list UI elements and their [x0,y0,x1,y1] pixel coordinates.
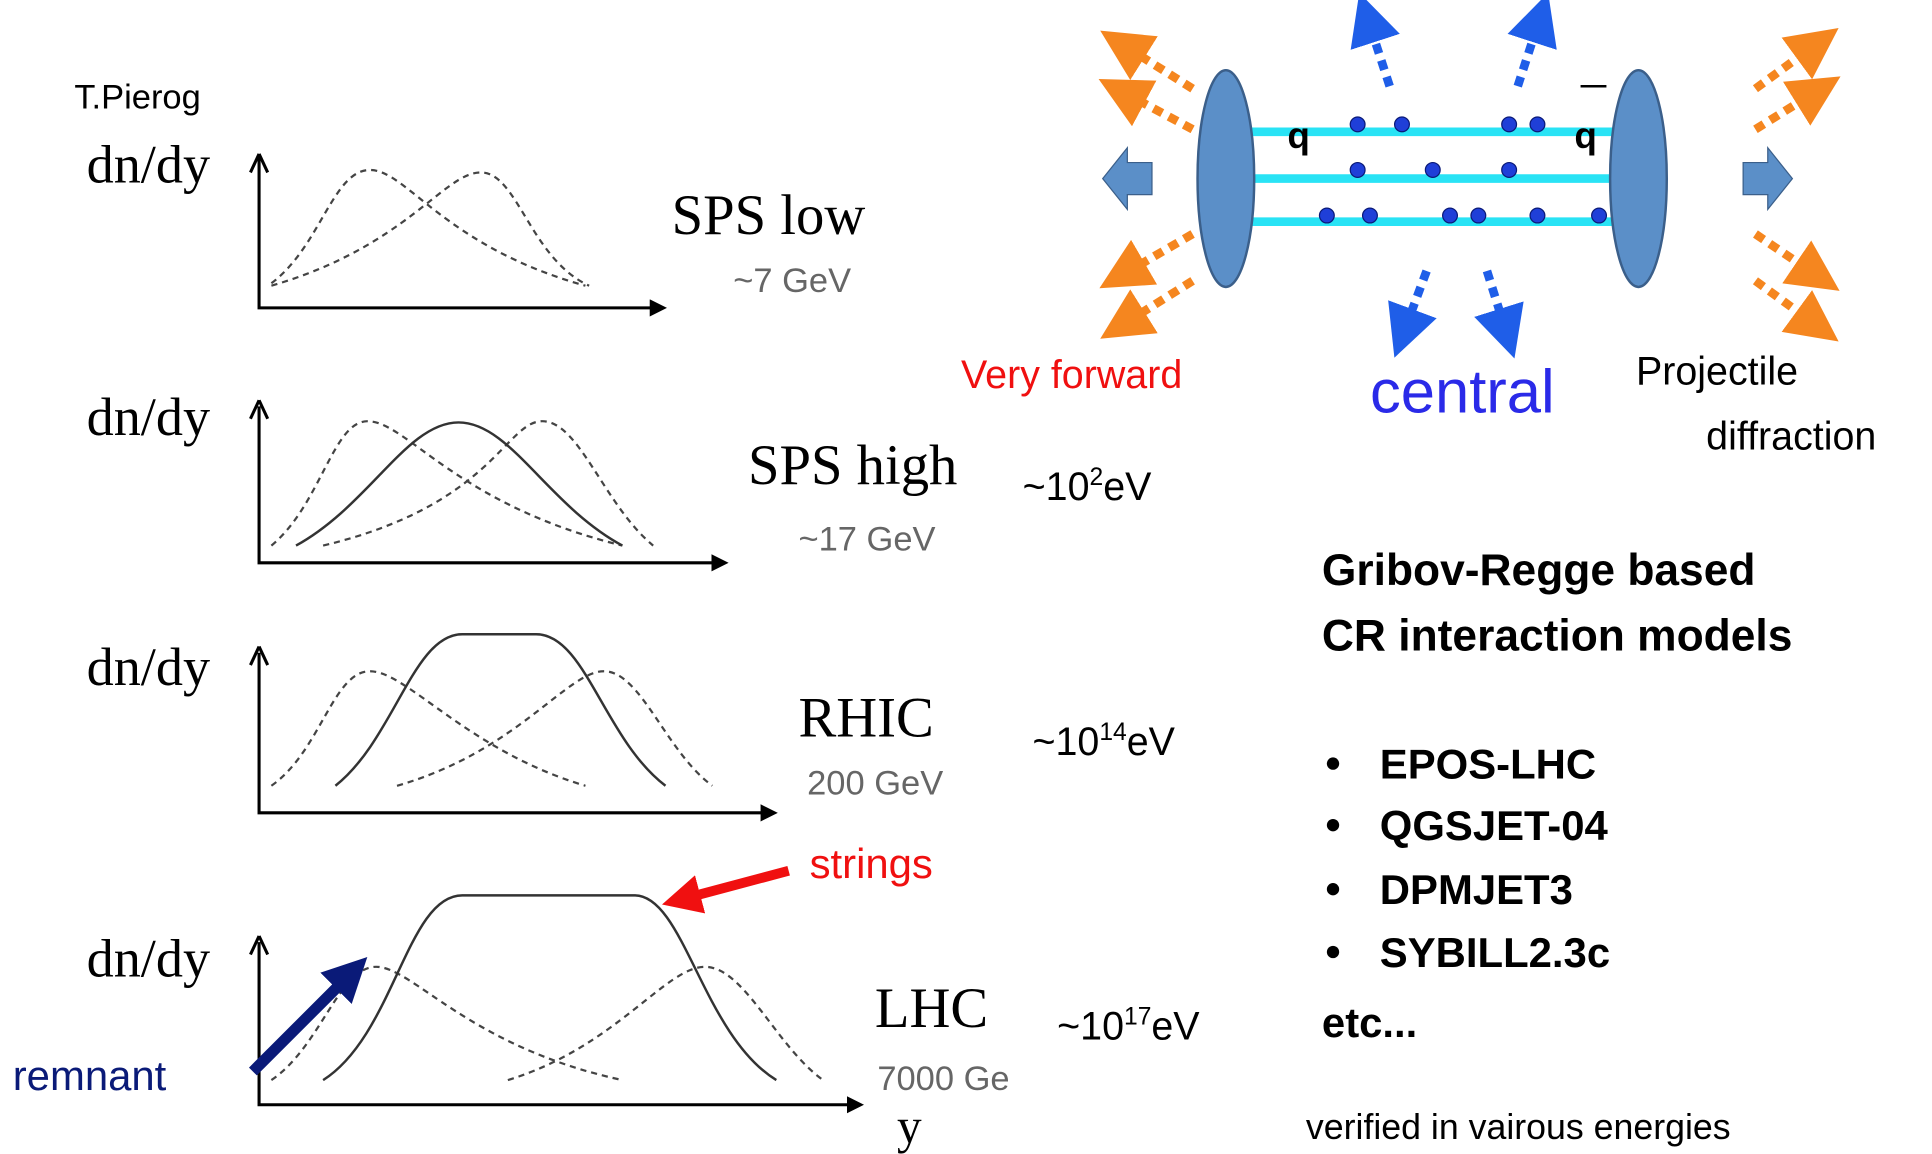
forward-arrow [1755,55,1801,88]
curve [271,967,622,1080]
cr-energy: ~102eV [1023,464,1152,509]
model: DPMJET3 [1380,866,1573,913]
big-arrow [1743,148,1792,210]
curve [271,172,589,285]
panel-name: RHIC [799,687,934,749]
model: SYBILL2.3c [1380,929,1610,976]
panel: dn/dy SPS low ~7 GeV [87,134,866,308]
bullet [1327,819,1339,831]
y-label: dn/dy [87,134,210,194]
cr-energy: ~1014eV [1033,719,1176,764]
collision-diagram: q q Very forward central Projectile diff… [961,37,1876,459]
big-arrow [1103,148,1152,210]
bullet [1327,883,1339,895]
strings-label: strings [810,840,933,887]
central-arrow [1374,37,1390,86]
nucleon [1610,70,1667,287]
panel: dn/dy RHIC 200 GeV ~1014eV [87,634,1176,813]
y-label: dn/dy [87,929,210,989]
antiquark: q [1574,115,1597,156]
slide: T.Pierog dn/dy SPS low ~7 GeV dn/dy SPS … [0,0,1932,1154]
forward-arrow [1140,101,1193,129]
axes [259,653,764,813]
forward-arrow [1140,281,1193,314]
cr-energy: ~1017eV [1057,1004,1200,1049]
unit: eV [1127,720,1176,764]
curve [323,895,776,1080]
curve [397,671,712,786]
axes [259,154,653,308]
heading: CR interaction models [1322,611,1792,660]
central-arrow [1518,37,1534,86]
central-arrow [1411,271,1427,314]
axes [259,942,850,1105]
etc: etc... [1322,999,1417,1046]
exponent: 17 [1124,1004,1151,1031]
base: ~10 [1033,720,1100,764]
note: verified in vairous energies [1306,1107,1731,1147]
models: Gribov-Regge based CR interaction models… [1306,546,1792,1147]
forward-arrow [1755,101,1801,129]
forward-arrow [1140,234,1193,265]
energy: ~17 GeV [799,521,936,559]
heading: Gribov-Regge based [1322,546,1756,595]
strings-arrow [696,871,788,896]
y-label: dn/dy [87,637,210,697]
central-label: central [1370,358,1555,427]
curve [508,967,823,1080]
remnant-arrow [253,985,339,1071]
diffraction-label: Projectile [1636,349,1798,393]
very-forward-label: Very forward [961,353,1182,397]
page: T.Pierog dn/dy SPS low ~7 GeV dn/dy SPS … [0,0,1932,1154]
unit: eV [1103,465,1152,509]
remnant-label: remnant [13,1052,167,1099]
forward-arrow [1755,234,1801,265]
base: ~10 [1057,1004,1124,1048]
energy: 200 GeV [807,764,943,802]
forward-arrow [1140,55,1193,88]
x-label: y [897,1099,922,1154]
central-arrow [1487,271,1501,314]
author: T.Pierog [74,78,200,116]
curve [335,634,665,785]
quark: q [1287,115,1310,156]
exponent: 14 [1099,719,1126,746]
unit: eV [1151,1004,1200,1048]
forward-arrow [1755,281,1801,314]
energy: ~7 GeV [733,262,851,300]
curve [271,671,585,786]
model: EPOS-LHC [1380,740,1596,787]
nucleon [1198,70,1255,287]
diffraction-label: diffraction [1706,415,1876,459]
curve [296,422,622,545]
panel-name: LHC [875,978,988,1040]
bullet [1327,946,1339,958]
model: QGSJET-04 [1380,802,1609,849]
base: ~10 [1023,465,1090,509]
y-label: dn/dy [87,387,210,447]
panel: dn/dy SPS high ~17 GeV ~102eV [87,387,1152,563]
energy: 7000 Ge [877,1060,1009,1098]
bullet [1327,757,1339,769]
exponent: 2 [1090,464,1104,491]
panel: dn/dy LHC 7000 Ge y ~1017eV [87,895,1201,1154]
panel-name: SPS low [672,185,866,247]
panel-name: SPS high [748,435,957,497]
